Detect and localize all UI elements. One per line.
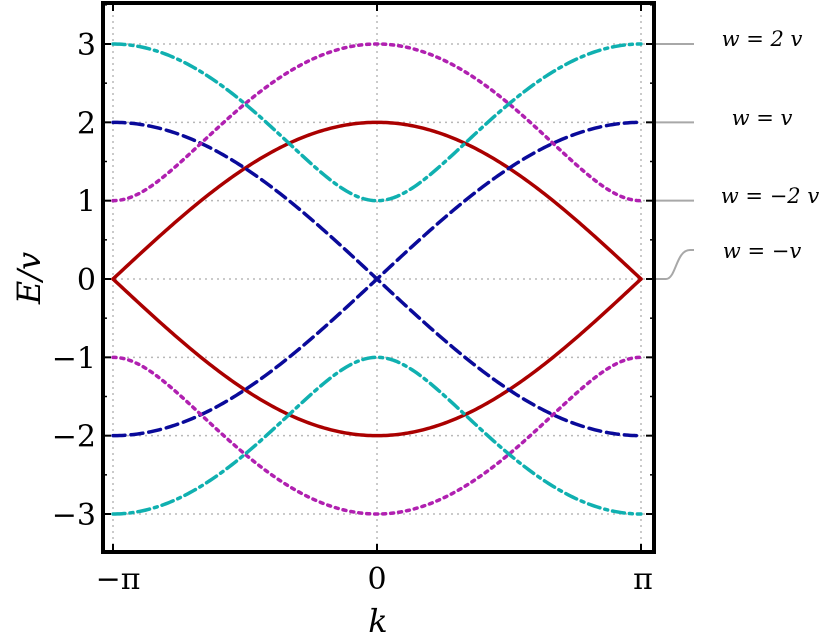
y-tick-label-5: −2 <box>52 420 96 455</box>
legend-label-0: w = 2 v <box>722 27 803 51</box>
axis-ticks <box>103 3 654 554</box>
series-3-upper-band <box>111 42 643 203</box>
y-tick-label-0: 3 <box>77 28 96 63</box>
series-2-lower-band <box>111 355 643 516</box>
legend: w = 2 v w = v w = −2 v w = −v <box>656 27 820 280</box>
x-tick-label-1: 0 <box>367 562 386 597</box>
series-2-upper-band <box>111 42 643 203</box>
tick-labels: 3 2 1 0 −1 −2 −3−π 0 π <box>52 28 653 597</box>
legend-label-2: w = −2 v <box>721 184 820 208</box>
y-axis-title: E/v <box>10 252 48 305</box>
series-3-lower-band <box>111 355 643 516</box>
y-tick-label-4: −1 <box>52 341 96 376</box>
plot-frame <box>101 1 656 554</box>
legend-connector-3 <box>656 249 694 280</box>
x-axis-title: k <box>368 602 387 638</box>
legend-label-3: w = −v <box>723 239 802 263</box>
legend-label-1: w = v <box>732 106 793 130</box>
x-tick-label-2: π <box>633 562 653 597</box>
y-tick-label-1: 2 <box>77 106 96 141</box>
series-lines <box>111 42 643 516</box>
y-tick-label-3: 0 <box>77 263 96 298</box>
grid-lines <box>103 3 654 552</box>
series-0-lower-band <box>111 277 643 438</box>
y-tick-label-6: −3 <box>52 498 96 533</box>
y-tick-label-2: 1 <box>77 185 96 220</box>
x-tick-label-0: −π <box>96 562 141 597</box>
series-0-upper-band <box>111 120 643 281</box>
